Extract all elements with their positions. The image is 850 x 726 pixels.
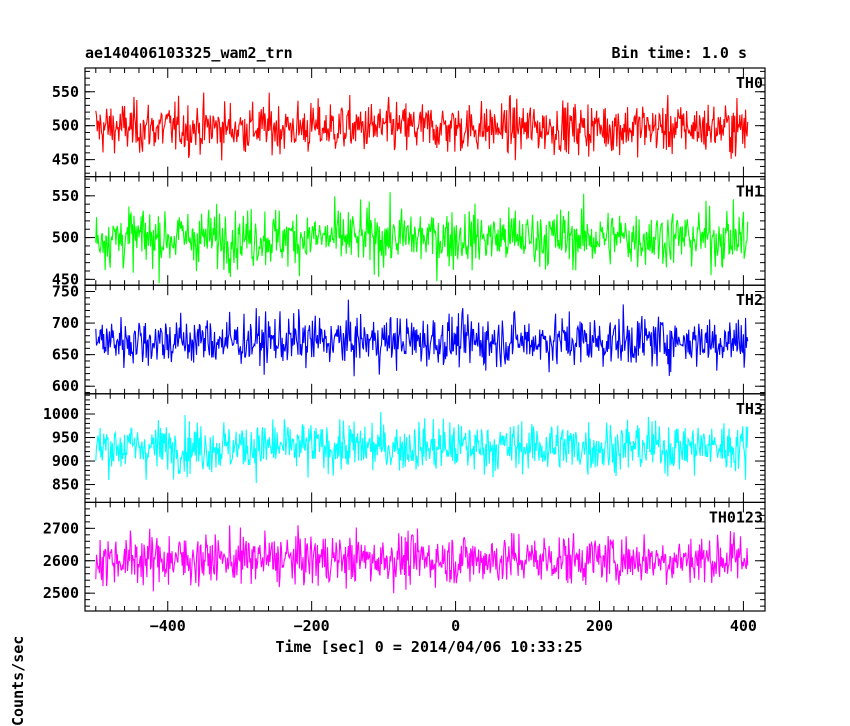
panel-name-th2: TH2 [736,291,763,309]
series-line-th1 [95,192,749,284]
panel-frame [84,501,766,612]
y-tick-label: 450 [52,270,79,288]
y-tick-label: 600 [52,377,79,395]
y-tick-label: 500 [52,229,79,247]
y-tick-label: 650 [52,346,79,364]
panel-name-th0: TH0 [736,74,763,92]
y-tick-label: 950 [52,429,79,447]
y-tick-label: 1000 [43,405,79,423]
y-tick-label: 900 [52,452,79,470]
y-tick-label: 2600 [43,552,79,570]
panel-th0123: 2500 2600 2700 TH0123 [43,501,766,612]
lightcurve-figure: 450 500 550 TH0 450 500 550 TH1 600 650 700 750 TH2 8… [43,67,766,635]
plot-title: ae140406103325_wam2_trn [85,44,293,62]
x-tick-label: 400 [730,617,757,635]
panel-th3: 850 900 950 1000 TH3 [43,393,766,503]
y-tick-label: 750 [52,283,79,301]
x-axis-label: Time [sec] 0 = 2014/04/06 10:33:25 [275,638,583,656]
x-tick-label: −200 [294,617,330,635]
x-tick-label: 0 [451,617,460,635]
panel-th2: 600 650 700 750 TH2 [52,283,766,395]
y-tick-label: 700 [52,314,79,332]
panel-name-th3: TH3 [736,400,763,418]
y-tick-label: 500 [52,117,79,135]
x-tick-label: −400 [150,617,186,635]
y-tick-label: 2700 [43,519,79,537]
series-line-th0123 [95,525,749,594]
y-tick-label: 550 [52,83,79,101]
y-tick-label: 550 [52,187,79,205]
x-tick-label: 200 [586,617,613,635]
y-tick-label: 450 [52,151,79,169]
series-line-th3 [95,411,749,483]
bin-time-label: Bin time: 1.0 s [611,44,747,62]
y-tick-label: 850 [52,476,79,494]
panel-name-th0123: TH0123 [709,508,763,526]
panel-th1: 450 500 550 TH1 [52,176,766,288]
panel-name-th1: TH1 [736,183,763,201]
panel-th0: 450 500 550 TH0 [52,67,766,178]
y-tick-label: 2500 [43,584,79,602]
series-line-th2 [95,299,749,377]
series-line-th0 [95,92,749,161]
